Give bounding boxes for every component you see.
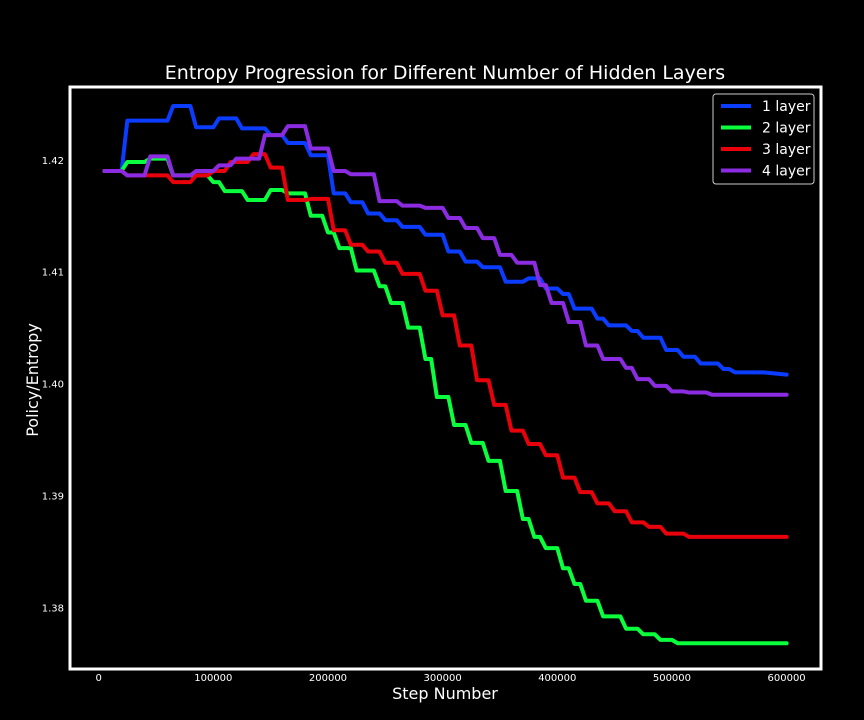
series-line-1 bbox=[102, 104, 789, 377]
y-axis-ticks: 1.38 1.39 1.40 1.41 1.42 bbox=[42, 156, 64, 615]
plot-frame bbox=[68, 85, 823, 671]
x-tick-label: 500000 bbox=[653, 673, 691, 684]
x-tick-label: 0 bbox=[95, 673, 101, 684]
x-axis-label: Step Number bbox=[392, 684, 498, 703]
x-axis-ticks: 0 100000 200000 300000 400000 500000 600000 bbox=[95, 673, 805, 684]
legend-label-3: 3 layer bbox=[762, 142, 811, 158]
y-tick-label: 1.42 bbox=[42, 156, 64, 167]
x-tick-label: 400000 bbox=[538, 673, 576, 684]
series-layer bbox=[102, 104, 789, 646]
y-axis-label: Policy/Entropy bbox=[23, 323, 42, 437]
x-tick-label: 600000 bbox=[768, 673, 806, 684]
legend: 1 layer 2 layer 3 layer 4 layer bbox=[712, 93, 815, 185]
x-tick-label: 200000 bbox=[309, 673, 347, 684]
series-line-2 bbox=[102, 156, 789, 646]
y-tick-label: 1.41 bbox=[42, 268, 64, 279]
y-tick-label: 1.39 bbox=[42, 492, 64, 503]
chart-title: Entropy Progression for Different Number… bbox=[165, 62, 725, 84]
y-tick-label: 1.40 bbox=[42, 380, 64, 391]
legend-label-1: 1 layer bbox=[762, 99, 811, 115]
y-tick-label: 1.38 bbox=[42, 603, 64, 614]
x-tick-label: 300000 bbox=[424, 673, 462, 684]
x-tick-label: 100000 bbox=[194, 673, 232, 684]
legend-label-2: 2 layer bbox=[762, 121, 811, 137]
legend-box bbox=[712, 93, 815, 185]
legend-label-4: 4 layer bbox=[762, 164, 811, 180]
series-line-4 bbox=[102, 124, 789, 397]
